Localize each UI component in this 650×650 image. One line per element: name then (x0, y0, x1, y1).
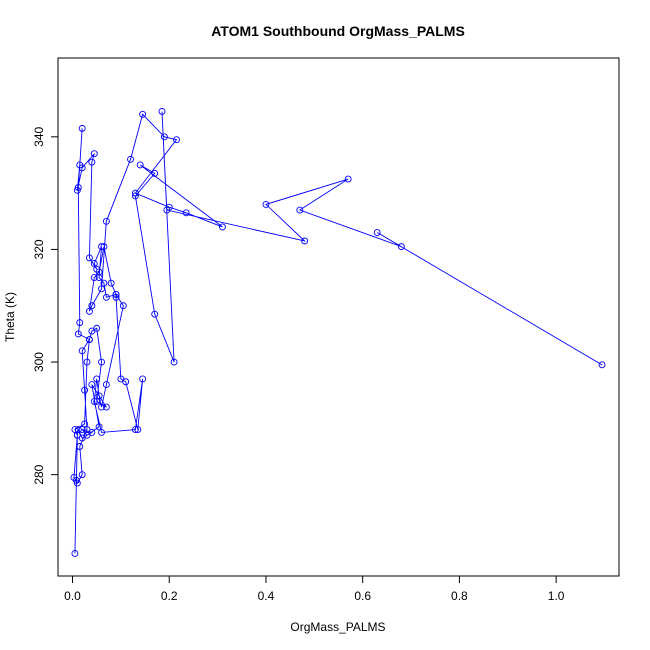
data-point (95, 268, 103, 276)
y-tick-label: 340 (32, 126, 46, 146)
data-point (88, 381, 96, 389)
data-point (397, 243, 405, 251)
data-point (131, 189, 139, 197)
data-point (71, 426, 79, 434)
data-point (85, 254, 93, 262)
data-point (119, 302, 127, 310)
y-tick-label: 300 (32, 352, 46, 372)
data-point (73, 186, 81, 194)
x-tick-label: 0.2 (161, 589, 178, 603)
data-point (83, 358, 91, 366)
data-point (112, 291, 120, 298)
data-point (136, 161, 144, 169)
data-point (151, 310, 159, 318)
data-point (93, 375, 101, 383)
data-point (88, 428, 96, 436)
x-tick-label: 1.0 (548, 589, 565, 603)
data-point (160, 133, 168, 141)
data-point (71, 550, 79, 557)
data-point (90, 260, 98, 267)
data-point (296, 206, 304, 214)
y-tick-label: 280 (32, 464, 46, 484)
data-point (90, 398, 98, 405)
data-point (74, 330, 82, 338)
x-tick-label: 0.8 (451, 589, 468, 603)
x-tick-label: 0.0 (64, 589, 81, 603)
data-point (74, 184, 82, 191)
series-points (70, 108, 606, 557)
data-point (98, 403, 105, 411)
data-point (102, 403, 110, 411)
data-point (72, 476, 80, 484)
y-tick-label: 320 (32, 239, 46, 259)
data-point (170, 358, 178, 366)
data-point (131, 426, 139, 434)
data-point (98, 285, 105, 293)
data-point (151, 169, 159, 177)
data-point (85, 336, 93, 343)
data-point (81, 420, 89, 428)
data-point (262, 200, 270, 208)
data-point (131, 192, 139, 200)
data-point (112, 293, 120, 301)
x-axis-label: OrgMass_PALMS (290, 620, 385, 634)
plot-frame (57, 57, 620, 577)
data-point (90, 274, 98, 282)
data-point (88, 158, 96, 166)
data-point (373, 229, 381, 236)
data-point (100, 279, 108, 287)
data-point (173, 136, 180, 144)
data-point (158, 108, 166, 115)
data-point (73, 431, 81, 439)
data-point (344, 175, 352, 183)
data-point (76, 443, 84, 450)
data-point (102, 217, 110, 225)
data-point (90, 150, 98, 158)
data-point (93, 398, 101, 405)
data-point (139, 110, 147, 118)
data-point (78, 164, 86, 172)
data-point (107, 279, 115, 287)
data-point (102, 381, 110, 389)
data-point (73, 479, 81, 487)
data-point (134, 426, 142, 434)
data-point (598, 361, 606, 369)
data-point (98, 243, 105, 251)
data-point (100, 243, 108, 251)
y-axis: 280 300 320 340 (32, 126, 59, 485)
data-point (88, 302, 96, 310)
data-point (98, 428, 105, 436)
data-point (78, 347, 86, 355)
data-point (218, 223, 226, 231)
data-point (76, 319, 84, 327)
data-point (78, 471, 86, 479)
x-tick-label: 0.4 (258, 589, 275, 603)
data-point (301, 237, 309, 245)
data-point (139, 375, 147, 383)
chart-title: ATOM1 Southbound OrgMass_PALMS (211, 23, 465, 39)
x-axis: 0.0 0.2 0.4 0.6 0.8 1.0 (64, 575, 565, 603)
x-tick-label: 0.6 (354, 589, 371, 603)
data-point (102, 293, 110, 301)
data-point (85, 307, 93, 315)
data-point (78, 426, 86, 434)
y-axis-label: Theta (K) (3, 292, 17, 342)
data-point (163, 206, 171, 214)
data-point (93, 324, 101, 332)
data-point (81, 386, 89, 394)
data-point (78, 124, 86, 132)
data-point (95, 392, 103, 400)
data-point (98, 358, 105, 366)
data-point (95, 423, 103, 431)
series-lines (73, 111, 603, 554)
series-line (73, 111, 603, 554)
data-point (182, 209, 190, 217)
data-point (122, 378, 130, 386)
data-point (127, 155, 134, 163)
